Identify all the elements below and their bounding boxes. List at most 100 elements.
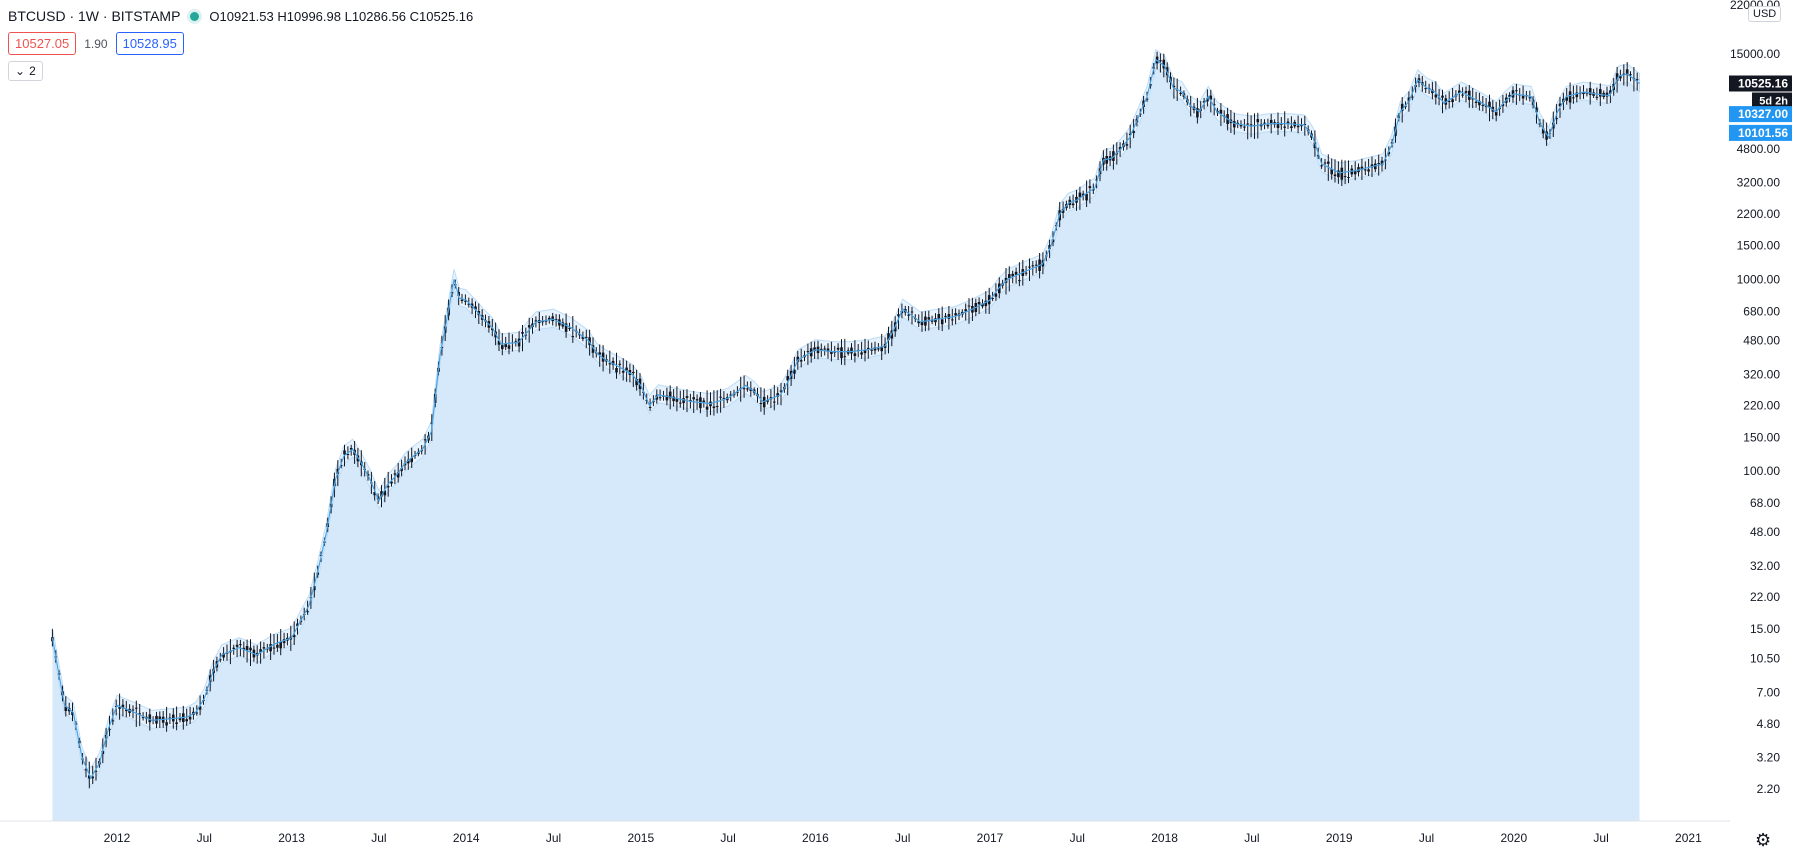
candle-body — [887, 333, 890, 340]
candle-body — [1202, 101, 1206, 103]
candle-body — [867, 347, 870, 350]
price-axis[interactable]: 15000.00 4800.00 3200.00 2200.00 1500.00 1000… — [1729, 0, 1792, 796]
candle-body — [1501, 104, 1505, 107]
band-upper-label-bg — [1729, 106, 1792, 123]
candle-body — [1327, 161, 1330, 164]
candle-body — [944, 315, 947, 317]
candle-body — [1565, 97, 1568, 101]
candle-body — [1246, 123, 1249, 125]
candle-body — [474, 306, 477, 310]
currency-label[interactable]: USD — [1748, 6, 1782, 22]
time-tick-label: 2021 — [1675, 831, 1702, 845]
candle-body — [534, 320, 538, 322]
time-tick-label: 2014 — [453, 831, 480, 845]
band-lower-label-bg — [1729, 124, 1792, 141]
candle-body — [343, 450, 346, 455]
candle-body — [1635, 79, 1639, 81]
candle-body — [920, 321, 924, 326]
candle-body — [826, 348, 830, 352]
candle-body — [282, 639, 286, 644]
candle-body — [1437, 97, 1441, 99]
candle-body — [1263, 122, 1266, 124]
candle-body — [1380, 160, 1384, 166]
candle-body — [964, 309, 967, 312]
time-axis[interactable]: 2012 Jul 2013 Jul 2014 Jul 2015 Jul 2016 Jul 2017 J… — [104, 831, 1702, 845]
candle-body — [880, 347, 883, 352]
candle-body — [695, 399, 699, 401]
candle-body — [245, 646, 249, 651]
candle-body — [585, 336, 588, 338]
candle-body — [1266, 124, 1270, 127]
candle-body — [1196, 108, 1199, 118]
price-tick-label: 2.20 — [1757, 782, 1781, 796]
candle-body — [632, 372, 635, 373]
price-tick-label: 7.00 — [1757, 685, 1781, 699]
candle-body — [830, 352, 833, 354]
gear-icon[interactable]: ⚙ — [1755, 830, 1772, 850]
candle-body — [840, 347, 843, 359]
candle-body — [910, 311, 914, 313]
buy-button[interactable]: 10528.95 — [115, 32, 184, 55]
candle-body — [1468, 90, 1471, 100]
candle-body — [148, 714, 152, 723]
candle-body — [1132, 130, 1135, 133]
candle-body — [621, 371, 625, 373]
candle-body — [1249, 124, 1253, 126]
candle-body — [386, 486, 390, 488]
candle-body — [219, 659, 222, 661]
symbol-title[interactable]: BTCUSD · 1W · BITSTAMP — [8, 8, 181, 24]
candle-body — [1508, 94, 1511, 97]
candle-body — [937, 314, 941, 320]
candle-body — [1411, 96, 1414, 98]
candle-body — [981, 303, 984, 307]
candle-body — [853, 353, 857, 356]
time-tick-label: Jul — [371, 831, 386, 845]
candle-body — [991, 298, 994, 299]
candle-body — [1078, 192, 1082, 198]
candle-body — [873, 347, 877, 351]
candle-body — [1340, 167, 1344, 180]
candle-body — [1582, 92, 1585, 95]
candle-body — [685, 396, 689, 398]
candle-body — [1048, 245, 1051, 250]
price-tick-label: 3.20 — [1757, 751, 1781, 765]
candle-body — [168, 717, 172, 719]
time-tick-label: Jul — [197, 831, 212, 845]
candle-body — [1441, 95, 1444, 98]
candle-body — [84, 769, 88, 771]
candle-body — [947, 314, 951, 319]
candle-body — [1599, 89, 1602, 97]
candle-body — [799, 360, 803, 362]
candle-body — [1629, 74, 1632, 76]
candle-body — [1145, 98, 1149, 100]
candle-body — [1535, 107, 1538, 113]
market-status-dot-icon — [190, 11, 200, 21]
candle-body — [722, 397, 726, 400]
candle-body — [940, 319, 944, 325]
candle-body — [313, 586, 316, 591]
candle-body — [259, 649, 262, 653]
candle-body — [1333, 174, 1337, 177]
candle-body — [346, 454, 350, 455]
candle-body — [682, 398, 685, 404]
candle-body — [118, 707, 121, 709]
candle-body — [994, 293, 998, 297]
candle-body — [635, 379, 638, 386]
series-line — [51, 58, 1640, 780]
quote-bar: 10527.05 1.90 10528.95 — [8, 32, 184, 55]
candle-body — [679, 402, 682, 404]
sell-button[interactable]: 10527.05 — [8, 32, 77, 55]
candle-body — [776, 393, 779, 397]
candle-body — [1595, 96, 1599, 98]
last-price-label-bg — [1729, 75, 1792, 92]
candle-body — [1034, 264, 1038, 266]
candle-body — [1434, 94, 1438, 98]
candle-body — [1622, 73, 1626, 75]
candle-body — [1364, 169, 1367, 171]
candle-body — [185, 719, 188, 722]
candle-body — [951, 319, 954, 321]
candle-body — [561, 322, 565, 327]
indicators-toggle-button[interactable]: ⌄ 2 — [8, 61, 43, 81]
candle-body — [1360, 166, 1364, 170]
